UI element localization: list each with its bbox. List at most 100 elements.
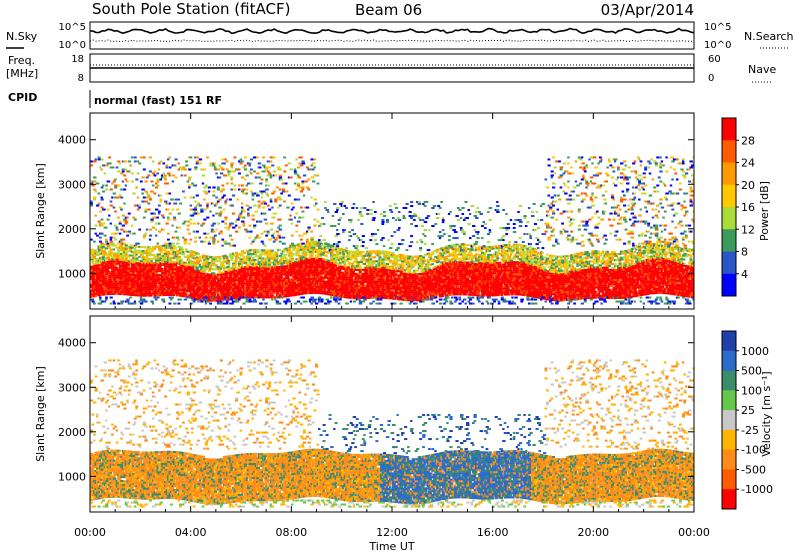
power-echo-cell: [370, 288, 374, 291]
power-echo-cell: [191, 262, 194, 265]
power-echo-cell: [100, 269, 104, 272]
power-echo-cell: [210, 228, 214, 231]
power-echo-cell: [248, 290, 252, 293]
power-echo-cell: [91, 287, 95, 290]
power-echo-cell: [367, 272, 371, 275]
power-echo-cell: [228, 282, 232, 285]
power-echo-cell: [222, 283, 226, 286]
power-echo-cell: [105, 281, 108, 284]
power-echo-cell: [247, 288, 250, 291]
power-echo-cell: [316, 254, 320, 257]
power-echo-cell: [271, 270, 274, 273]
power-echo-cell: [189, 262, 193, 265]
power-echo-cell: [301, 270, 304, 273]
power-echo-cell: [145, 284, 149, 287]
power-echo-cell: [197, 212, 201, 215]
power-echo-cell: [216, 266, 221, 269]
power-echo-cell: [311, 300, 315, 303]
power-echo-cell: [233, 170, 236, 173]
frequency-panel: 18 8 60 0 Freq. [MHz] Nave: [6, 53, 776, 84]
power-echo-cell: [151, 226, 156, 229]
power-echo-cell: [231, 244, 235, 247]
power-echo-cell: [142, 262, 146, 265]
power-echo-cell: [191, 266, 195, 269]
power-echo-cell: [241, 268, 244, 271]
power-echo-cell: [191, 182, 194, 185]
power-echo-cell: [215, 264, 218, 267]
power-echo-cell: [256, 172, 260, 175]
power-echo-cell: [274, 290, 277, 293]
power-echo-cell: [287, 262, 291, 265]
power-echo-cell: [340, 273, 344, 276]
power-echo-cell: [206, 279, 209, 282]
power-echo-cell: [176, 236, 179, 239]
power-echo-cell: [319, 258, 323, 261]
power-echo-cell: [296, 271, 300, 274]
power-echo-cell: [138, 268, 142, 271]
power-echo-cell: [102, 300, 105, 303]
power-echo-cell: [342, 256, 345, 259]
power-echo-cell: [369, 264, 373, 267]
power-echo-cell: [156, 296, 160, 299]
power-echo-cell: [354, 283, 358, 286]
power-echo-cell: [316, 273, 319, 276]
power-echo-cell: [328, 289, 332, 292]
power-echo-cell: [97, 156, 101, 159]
power-echo-cell: [333, 225, 337, 228]
power-echo-cell: [93, 285, 96, 288]
power-echo-cell: [201, 294, 205, 297]
power-echo-cell: [108, 272, 111, 275]
power-echo-cell: [305, 260, 309, 263]
power-echo-cell: [124, 178, 127, 181]
power-echo-cell: [204, 300, 208, 303]
power-echo-cell: [307, 257, 311, 260]
power-echo-cell: [112, 180, 116, 183]
power-echo-cell: [304, 232, 308, 235]
power-echo-cell: [358, 302, 363, 305]
power-echo-cell: [360, 261, 364, 264]
power-echo-cell: [364, 288, 368, 291]
power-echo-cell: [361, 278, 365, 281]
power-echo-cell: [265, 257, 269, 260]
power-echo-cell: [355, 279, 358, 282]
power-echo-cell: [248, 266, 252, 269]
power-echo-cell: [355, 265, 360, 268]
power-echo-cell: [254, 292, 258, 295]
power-echo-cell: [284, 289, 288, 292]
power-echo-cell: [236, 257, 239, 260]
power-echo-cell: [236, 253, 239, 256]
power-echo-cell: [289, 282, 293, 285]
power-echo-cell: [197, 202, 201, 205]
power-echo-cell: [206, 156, 209, 159]
power-echo-cell: [287, 286, 291, 289]
power-echo-cell: [212, 289, 216, 292]
power-echo-cell: [370, 278, 374, 281]
power-echo-cell: [366, 260, 370, 263]
power-echo-cell: [281, 279, 285, 282]
power-echo-cell: [299, 258, 303, 261]
power-echo-cell: [313, 224, 317, 227]
power-echo-cell: [295, 224, 299, 227]
power-echo-cell: [207, 269, 211, 272]
noise-tick-bottom-left: 10^0: [59, 40, 86, 51]
power-echo-cell: [345, 292, 348, 295]
power-echo-cell: [301, 268, 305, 271]
power-echo-cell: [168, 166, 172, 169]
power-echo-cell: [174, 230, 178, 233]
power-echo-cell: [286, 249, 289, 252]
power-echo-cell: [133, 302, 137, 305]
power-echo-cell: [357, 277, 360, 280]
power-echo-cell: [97, 261, 101, 264]
station-title: South Pole Station (fitACF): [92, 0, 290, 18]
power-echo-cell: [278, 188, 282, 191]
power-echo-cell: [102, 275, 105, 278]
power-echo-cell: [343, 294, 347, 297]
power-echo-cell: [120, 252, 123, 255]
power-echo-cell: [97, 264, 101, 267]
power-echo-cell: [93, 295, 97, 298]
power-echo-cell: [336, 268, 339, 271]
power-echo-cell: [132, 251, 136, 254]
power-echo-cell: [99, 210, 103, 213]
power-echo-cell: [102, 190, 105, 193]
